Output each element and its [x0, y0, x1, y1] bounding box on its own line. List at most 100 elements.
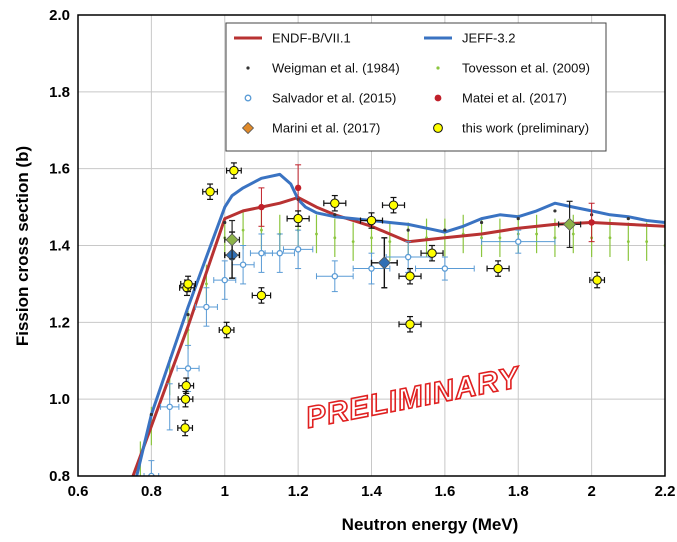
data-point: [223, 220, 227, 225]
data-point: [180, 423, 190, 433]
x-tick-label: 0.8: [141, 483, 162, 500]
data-point: [592, 275, 602, 285]
data-point: [166, 403, 173, 411]
data-point: [183, 279, 193, 289]
data-point: [186, 313, 190, 317]
legend-entry: Tovesson et al. (2009): [436, 61, 590, 76]
series-this-work: [177, 162, 606, 437]
legend-swatch: [436, 66, 440, 70]
data-point: [427, 248, 437, 258]
x-tick-label: 0.6: [68, 483, 89, 500]
legend-swatch: [244, 94, 252, 102]
x-tick-label: 1.2: [288, 483, 309, 500]
data-point: [294, 246, 302, 253]
data-point: [498, 236, 502, 240]
data-point: [571, 232, 575, 236]
data-point: [516, 217, 520, 221]
legend-entry: Salvador et al. (2015): [244, 91, 396, 106]
x-tick-label: 1: [221, 483, 229, 500]
data-point: [405, 271, 415, 281]
data-point: [563, 217, 577, 231]
x-tick-label: 1.8: [508, 483, 529, 500]
data-point: [184, 365, 192, 372]
data-point: [276, 249, 284, 257]
data-point: [626, 240, 630, 244]
legend-label: Weigman et al. (1984): [272, 61, 400, 76]
x-tick-label: 2.2: [655, 483, 676, 500]
data-point: [294, 184, 302, 192]
data-point: [366, 215, 377, 226]
data-point: [241, 228, 245, 232]
legend-swatch: [433, 123, 443, 133]
highlight-point: [377, 256, 391, 270]
data-point: [331, 272, 339, 280]
data-point: [404, 253, 412, 261]
series-line: [135, 172, 665, 476]
data-point: [315, 232, 318, 236]
chart-legend: ENDF-B/VII.1 JEFF-3.2 Weigman et al. (1984…: [225, 22, 607, 152]
legend-entry: this work (preliminary): [433, 121, 589, 136]
data-point: [588, 219, 595, 226]
legend-entry: JEFF-3.2: [424, 31, 515, 46]
data-point: [260, 228, 263, 232]
data-point: [333, 236, 337, 240]
x-tick-label: 1.6: [434, 483, 455, 500]
data-point: [330, 198, 340, 208]
y-tick-label: 2.0: [49, 7, 70, 24]
series-tovesson-2009: [138, 210, 665, 476]
legend-label: Salvador et al. (2015): [272, 91, 396, 106]
series-matei-2017: [258, 164, 595, 243]
legend-label: Tovesson et al. (2009): [462, 61, 590, 76]
series-marini-2017: [224, 200, 582, 260]
data-point: [405, 319, 415, 329]
data-point: [479, 220, 484, 225]
data-point: [351, 240, 355, 244]
data-point: [406, 228, 410, 232]
data-point: [149, 412, 153, 417]
legend-label: JEFF-3.2: [462, 31, 515, 46]
data-point: [203, 303, 210, 311]
data-point: [553, 236, 557, 240]
preliminary-watermark: PRELIMINARY: [303, 361, 524, 435]
data-point: [293, 213, 303, 224]
data-point: [645, 240, 649, 244]
legend-entry: ENDF-B/VII.1: [234, 31, 351, 46]
y-tick-label: 1.4: [49, 238, 71, 255]
y-tick-label: 1.8: [49, 84, 70, 101]
series-salvador-2015: [143, 229, 556, 476]
data-point: [258, 203, 265, 211]
data-point: [239, 261, 247, 268]
axis-ticks: 0.6 0.8 1 1.2 1.4 1.6 1.8 2 2.20.81.01.21.41.61.…: [49, 7, 675, 500]
series-jeff-3-2: [135, 172, 665, 476]
y-tick-label: 1.0: [49, 391, 70, 408]
data-point: [626, 217, 630, 221]
data-point: [221, 325, 232, 335]
x-axis-label: Neutron energy (MeV): [342, 515, 519, 534]
data-point: [256, 290, 267, 301]
chart-marks: [131, 162, 665, 476]
y-tick-label: 1.6: [49, 161, 70, 178]
data-point: [205, 187, 215, 197]
legend-label: this work (preliminary): [462, 121, 589, 136]
y-tick-label: 0.8: [49, 468, 70, 485]
data-point: [180, 394, 191, 404]
data-point: [388, 200, 399, 210]
legend-swatch: [434, 94, 442, 102]
data-point: [181, 381, 191, 391]
plot-frame: [77, 14, 666, 477]
data-point: [388, 240, 392, 244]
data-point: [515, 238, 522, 245]
data-point: [443, 228, 447, 232]
data-point: [229, 165, 239, 176]
y-axis-label: Fission cross section (b): [13, 146, 32, 346]
data-point: [535, 232, 538, 236]
legend-label: Matei et al. (2017): [462, 91, 567, 106]
data-point: [493, 263, 503, 274]
data-point: [370, 236, 373, 240]
legend-swatch: [246, 66, 250, 70]
data-point: [205, 282, 208, 286]
data-point: [221, 276, 228, 284]
legend-swatch: [241, 121, 255, 135]
x-tick-label: 1.4: [361, 483, 383, 500]
